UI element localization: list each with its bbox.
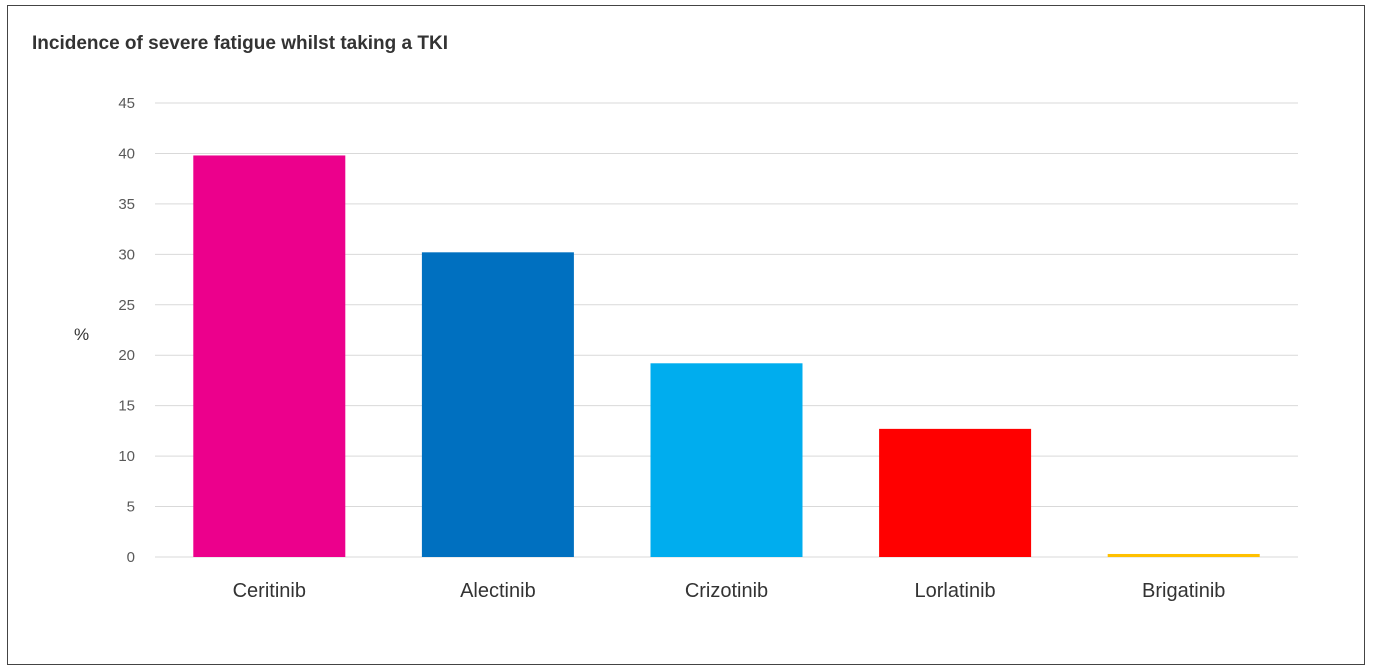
x-category-label: Ceritinib bbox=[233, 580, 306, 602]
y-tick-label: 0 bbox=[127, 549, 135, 566]
y-tick-label: 35 bbox=[118, 196, 135, 213]
bar-brigatinib bbox=[1107, 553, 1260, 557]
y-axis-label: % bbox=[74, 325, 90, 344]
y-tick-label: 20 bbox=[118, 347, 135, 364]
y-tick-label: 10 bbox=[118, 448, 135, 465]
chart-title: Incidence of severe fatigue whilst takin… bbox=[32, 33, 448, 54]
x-category-label: Crizotinib bbox=[685, 580, 768, 602]
bars bbox=[193, 155, 1260, 557]
bar-alectinib bbox=[421, 252, 574, 557]
y-tick-label: 5 bbox=[127, 499, 135, 516]
y-tick-label: 45 bbox=[118, 95, 135, 112]
x-category-label: Alectinib bbox=[460, 580, 536, 602]
x-category-label: Brigatinib bbox=[1142, 580, 1225, 602]
bar-crizotinib bbox=[650, 363, 803, 557]
x-axis-labels: Ceritinib Alectinib Crizotinib Lorlatinib Br… bbox=[233, 580, 1226, 602]
y-tick-label: 40 bbox=[118, 145, 135, 162]
bar-lorlatinib bbox=[879, 428, 1032, 557]
y-axis-ticks: 0 5 10 15 20 25 30 35 40 45 bbox=[118, 95, 135, 566]
bar-ceritinib bbox=[193, 155, 346, 557]
y-tick-label: 30 bbox=[118, 246, 135, 263]
y-tick-label: 15 bbox=[118, 398, 135, 415]
y-tick-label: 25 bbox=[118, 297, 135, 314]
x-category-label: Lorlatinib bbox=[915, 580, 996, 602]
